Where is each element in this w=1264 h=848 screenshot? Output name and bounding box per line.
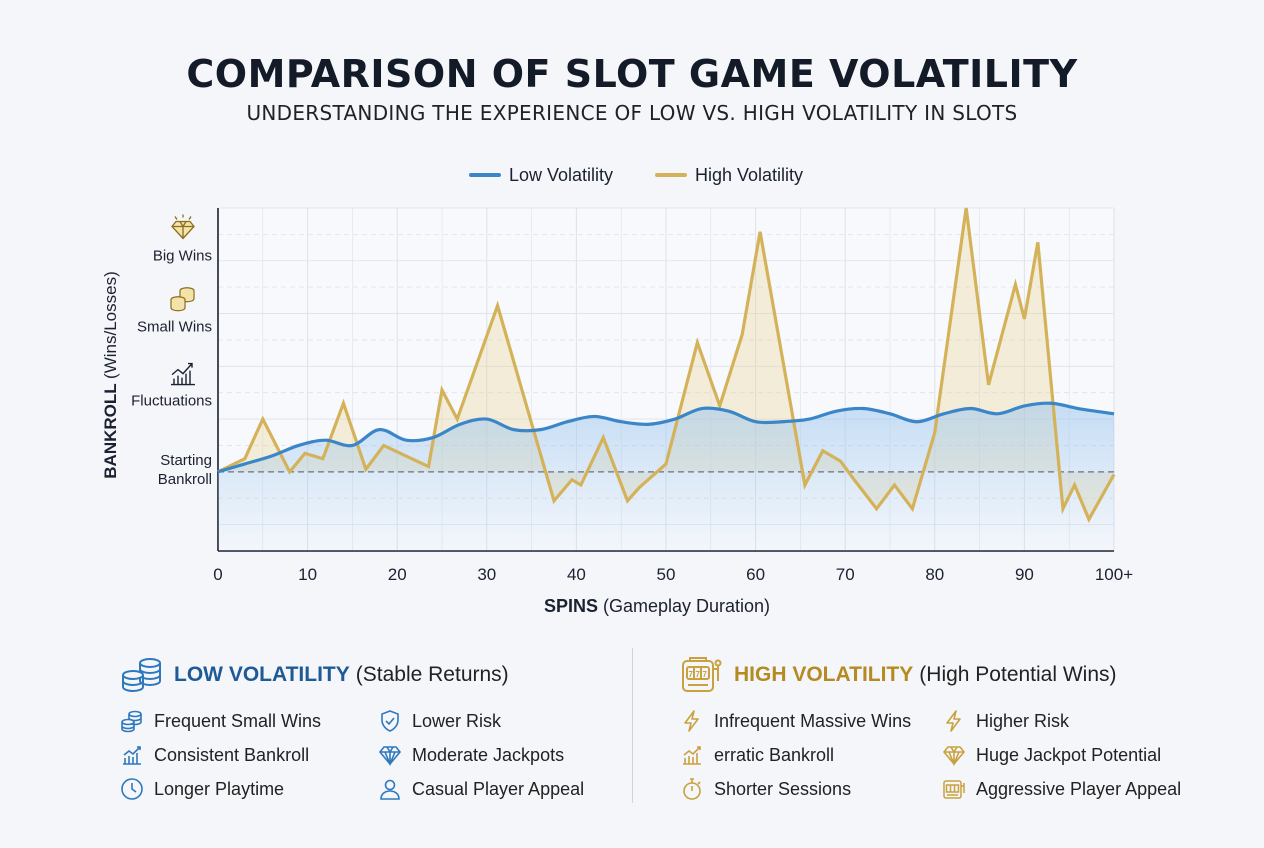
y-level-label: Bankroll <box>158 471 212 488</box>
y-level-label: Big Wins <box>153 247 212 264</box>
svg-text:7: 7 <box>696 670 701 679</box>
high-feature-item: Infrequent Massive Wins <box>680 709 911 733</box>
x-tick-label: 0 <box>213 565 222 584</box>
high-feature-label: Aggressive Player Appeal <box>976 778 1182 799</box>
low-feature-label: Lower Risk <box>412 710 502 731</box>
clock-icon <box>121 778 143 800</box>
high-volatility-heading-rest: (High Potential Wins) <box>919 663 1117 686</box>
coins-icon <box>170 287 195 312</box>
x-tick-label: 50 <box>657 565 676 584</box>
legend-label: High Volatility <box>695 165 803 185</box>
rising-chart-icon <box>171 362 195 386</box>
low-feature-label: Moderate Jackpots <box>412 744 565 765</box>
slot-machine-icon: 7 7 7 <box>682 657 722 692</box>
legend-label: Low Volatility <box>509 165 613 185</box>
high-volatility-heading: 7 7 7 HIGH VOLATILITY (High Potential Wi… <box>680 655 1117 695</box>
high-feature-item: Aggressive Player Appeal <box>942 777 1181 801</box>
high-feature-label: Infrequent Massive Wins <box>714 710 912 731</box>
x-tick-label: 20 <box>388 565 407 584</box>
high-feature-label: Shorter Sessions <box>714 778 852 799</box>
x-tick-label: 70 <box>836 565 855 584</box>
slot-machine-icon <box>943 780 965 799</box>
page-title: COMPARISON OF SLOT GAME VOLATILITY <box>186 52 1078 96</box>
high-feature-label: Higher Risk <box>976 710 1070 731</box>
diamond-icon <box>378 746 402 767</box>
low-feature-label: Longer Playtime <box>154 778 285 799</box>
x-tick-label: 40 <box>567 565 586 584</box>
high-feature-item: Shorter Sessions <box>680 777 851 801</box>
low-feature-item: Frequent Small Wins <box>120 709 321 733</box>
low-feature-label: Consistent Bankroll <box>154 744 310 765</box>
low-volatility-area <box>218 403 1114 551</box>
coin-stack-icon <box>122 658 161 693</box>
x-axis-label: SPINS (Gameplay Duration) <box>544 596 770 616</box>
y-level-label: Fluctuations <box>131 393 212 410</box>
lightning-icon <box>946 710 961 732</box>
low-feature-item: Lower Risk <box>378 709 501 733</box>
x-tick-label: 60 <box>746 565 765 584</box>
low-volatility-heading: LOW VOLATILITY (Stable Returns) <box>120 655 509 695</box>
high-volatility-series-line <box>217 207 1116 523</box>
high-feature-item: Huge Jackpot Potential <box>942 743 1161 767</box>
panel-divider <box>632 648 633 803</box>
coin-stack-icon <box>121 710 142 733</box>
x-tick-label: 80 <box>925 565 944 584</box>
low-feature-item: Consistent Bankroll <box>120 743 309 767</box>
svg-text:7: 7 <box>689 670 694 679</box>
shield-check-icon <box>381 710 399 732</box>
x-tick-label: 10 <box>298 565 317 584</box>
user-icon <box>380 779 400 800</box>
svg-text:7: 7 <box>703 670 708 679</box>
low-feature-item: Casual Player Appeal <box>378 777 584 801</box>
x-tick-label: 100+ <box>1095 565 1133 584</box>
low-volatility-heading-rest: (Stable Returns) <box>355 663 509 686</box>
high-feature-label: erratic Bankroll <box>714 744 835 765</box>
lightning-icon <box>684 710 699 732</box>
high-feature-label: Huge Jackpot Potential <box>976 744 1162 765</box>
diamond-icon <box>942 746 966 767</box>
stopwatch-icon <box>683 778 701 800</box>
bar-chart-icon <box>123 746 141 765</box>
diamond-icon <box>171 214 195 240</box>
high-feature-item: Higher Risk <box>942 709 1069 733</box>
y-level-label: Small Wins <box>137 319 212 336</box>
low-feature-item: Moderate Jackpots <box>378 743 564 767</box>
low-volatility-series-line <box>217 401 1115 474</box>
page-subtitle: UNDERSTANDING THE EXPERIENCE OF LOW VS. … <box>246 101 1018 125</box>
x-tick-label: 30 <box>477 565 496 584</box>
low-feature-item: Longer Playtime <box>120 777 284 801</box>
low-feature-label: Frequent Small Wins <box>154 710 322 731</box>
y-axis-label: BANKROLL (Wins/Losses) <box>101 271 120 478</box>
x-tick-label: 90 <box>1015 565 1034 584</box>
high-volatility-heading-bold: HIGH VOLATILITY <box>734 663 914 686</box>
low-volatility-heading-bold: LOW VOLATILITY <box>174 663 350 686</box>
bar-chart-icon <box>683 746 701 765</box>
low-feature-label: Casual Player Appeal <box>412 778 585 799</box>
high-feature-item: erratic Bankroll <box>680 743 834 767</box>
y-level-label: Starting <box>160 452 212 469</box>
volatility-line-chart: 0 10 20 30 40 50 60 70 80 90 100+ SPINS (Gameplay D… <box>101 165 1133 616</box>
